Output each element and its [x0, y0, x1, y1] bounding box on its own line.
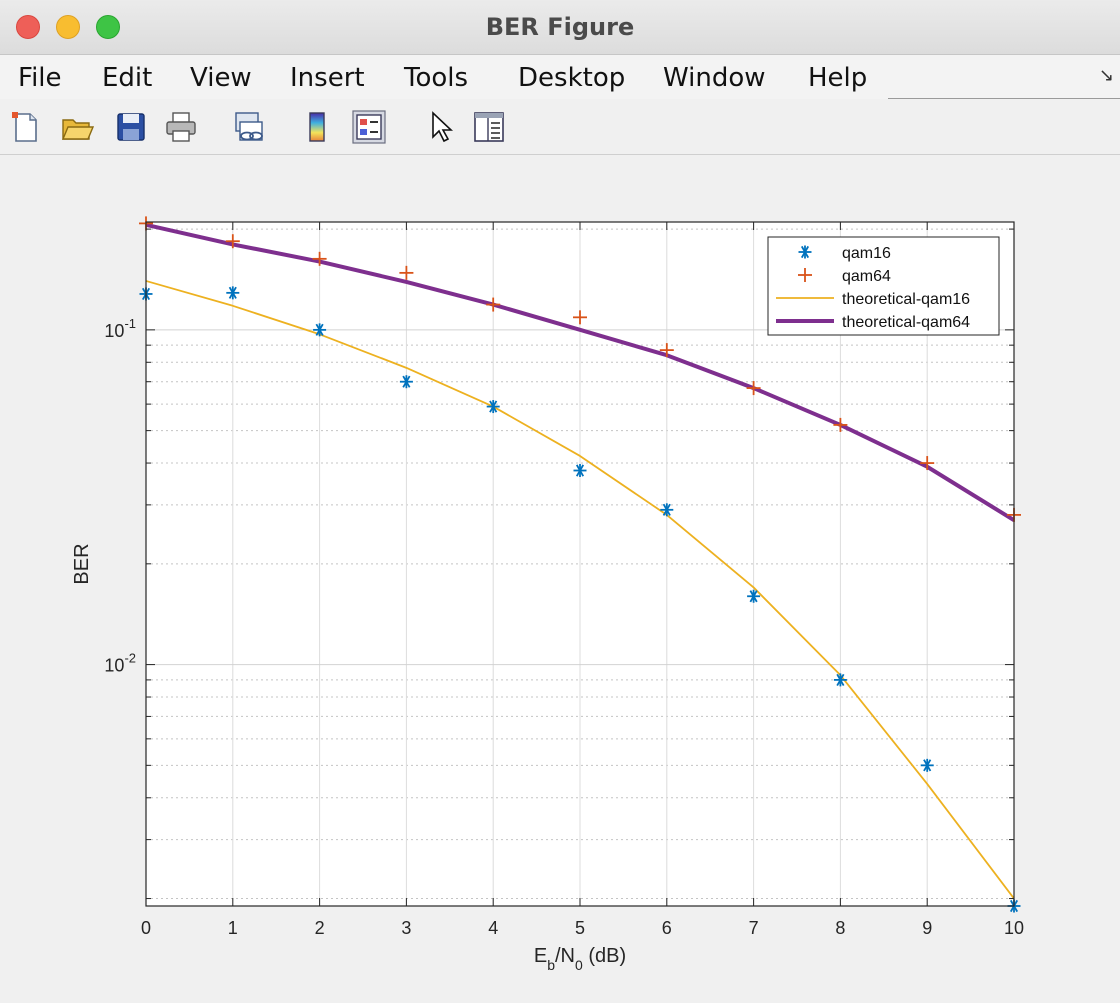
edit-plot-arrow-icon[interactable] — [424, 110, 458, 144]
legend-icon[interactable] — [352, 110, 386, 144]
link-plot-icon[interactable] — [232, 110, 266, 144]
legend-label: theoretical-qam64 — [842, 314, 970, 331]
menu-view[interactable]: View — [190, 63, 252, 93]
point-qam16 — [573, 464, 587, 478]
property-inspector-icon[interactable] — [472, 110, 506, 144]
menu-window[interactable]: Window — [663, 63, 766, 93]
point-qam16 — [486, 400, 500, 414]
point-qam64 — [746, 381, 761, 396]
point-qam16 — [833, 673, 847, 687]
x-tick-label: 1 — [228, 918, 238, 938]
x-tick-label: 10 — [1004, 918, 1024, 938]
point-qam64 — [833, 417, 848, 432]
dock-arrow-icon[interactable]: ↘ — [1098, 65, 1114, 85]
save-icon[interactable] — [114, 110, 148, 144]
series-line-theoretical-qam64 — [145, 222, 1016, 522]
maximize-window-button[interactable] — [96, 15, 120, 39]
legend-label: qam64 — [842, 268, 891, 285]
y-axis-label: BER — [71, 543, 93, 584]
axis-ticks — [145, 222, 1015, 906]
point-qam16 — [920, 758, 934, 772]
point-qam64 — [486, 297, 501, 312]
legend-marker-qam64 — [798, 268, 812, 282]
point-qam64 — [399, 265, 414, 280]
x-tick-label: 6 — [662, 918, 672, 938]
x-tick-label: 4 — [488, 918, 498, 938]
series-line-theoretical-qam16 — [145, 280, 1015, 900]
x-tick-label: 3 — [401, 918, 411, 938]
y-tick-label: 10-2 — [104, 651, 136, 676]
y-tick-labels: 10-1 10-2 — [104, 316, 136, 676]
menu-insert[interactable]: Insert — [290, 63, 365, 93]
x-tick-label: 5 — [575, 918, 585, 938]
colorbar-icon[interactable] — [300, 110, 334, 144]
new-figure-icon[interactable] — [8, 110, 42, 144]
point-qam64 — [920, 456, 935, 471]
window-title: BER Figure — [485, 13, 635, 41]
x-tick-label: 7 — [749, 918, 759, 938]
ber-chart[interactable]: 0 1 2 3 4 5 6 7 8 9 10 10-1 10-2 Eb/N0 (dB) BER qam… — [0, 156, 1120, 998]
menu-help[interactable]: Help — [808, 63, 868, 93]
point-qam64 — [659, 343, 674, 358]
x-axis-label: Eb/N0 (dB) — [534, 945, 626, 973]
point-qam64 — [225, 234, 240, 249]
x-tick-label: 9 — [922, 918, 932, 938]
menu-desktop[interactable]: Desktop — [518, 63, 626, 93]
x-tick-label: 0 — [141, 918, 151, 938]
minimize-window-button[interactable] — [56, 15, 80, 39]
legend-entry[interactable]: theoretical-qam16 — [776, 291, 970, 308]
title-bar: BER Figure — [0, 0, 1120, 55]
legend-marker-qam16 — [798, 245, 812, 259]
x-tick-labels: 0 1 2 3 4 5 6 7 8 9 10 — [141, 918, 1024, 938]
x-tick-label: 2 — [315, 918, 325, 938]
legend[interactable]: qam16 qam64 theoretical-qam16 theoretical-q… — [767, 236, 1000, 336]
toolbar — [0, 100, 1120, 155]
close-window-button[interactable] — [16, 15, 40, 39]
point-qam16 — [399, 375, 413, 389]
legend-label: theoretical-qam16 — [842, 291, 970, 308]
legend-entry[interactable]: qam16 — [798, 245, 892, 262]
y-tick-label: 10-1 — [104, 316, 136, 341]
point-qam64 — [573, 310, 587, 325]
menu-bar: File Edit View Insert Tools Desktop Wind… — [0, 55, 1120, 99]
point-qam16 — [660, 503, 674, 517]
point-qam16 — [747, 589, 761, 603]
point-qam64 — [312, 251, 327, 266]
print-icon[interactable] — [164, 110, 198, 144]
legend-entry[interactable]: qam64 — [798, 268, 891, 285]
menu-separator — [888, 98, 1120, 99]
x-tick-label: 8 — [835, 918, 845, 938]
menu-file[interactable]: File — [18, 63, 62, 93]
menu-tools[interactable]: Tools — [404, 63, 469, 93]
legend-label: qam16 — [842, 245, 891, 262]
point-qam16 — [226, 286, 240, 300]
legend-entry[interactable]: theoretical-qam64 — [776, 314, 970, 331]
menu-edit[interactable]: Edit — [102, 63, 153, 93]
figure-canvas: 0 1 2 3 4 5 6 7 8 9 10 10-1 10-2 Eb/N0 (dB) BER qam… — [0, 156, 1120, 998]
point-qam16 — [313, 323, 327, 337]
open-file-icon[interactable] — [60, 110, 94, 144]
